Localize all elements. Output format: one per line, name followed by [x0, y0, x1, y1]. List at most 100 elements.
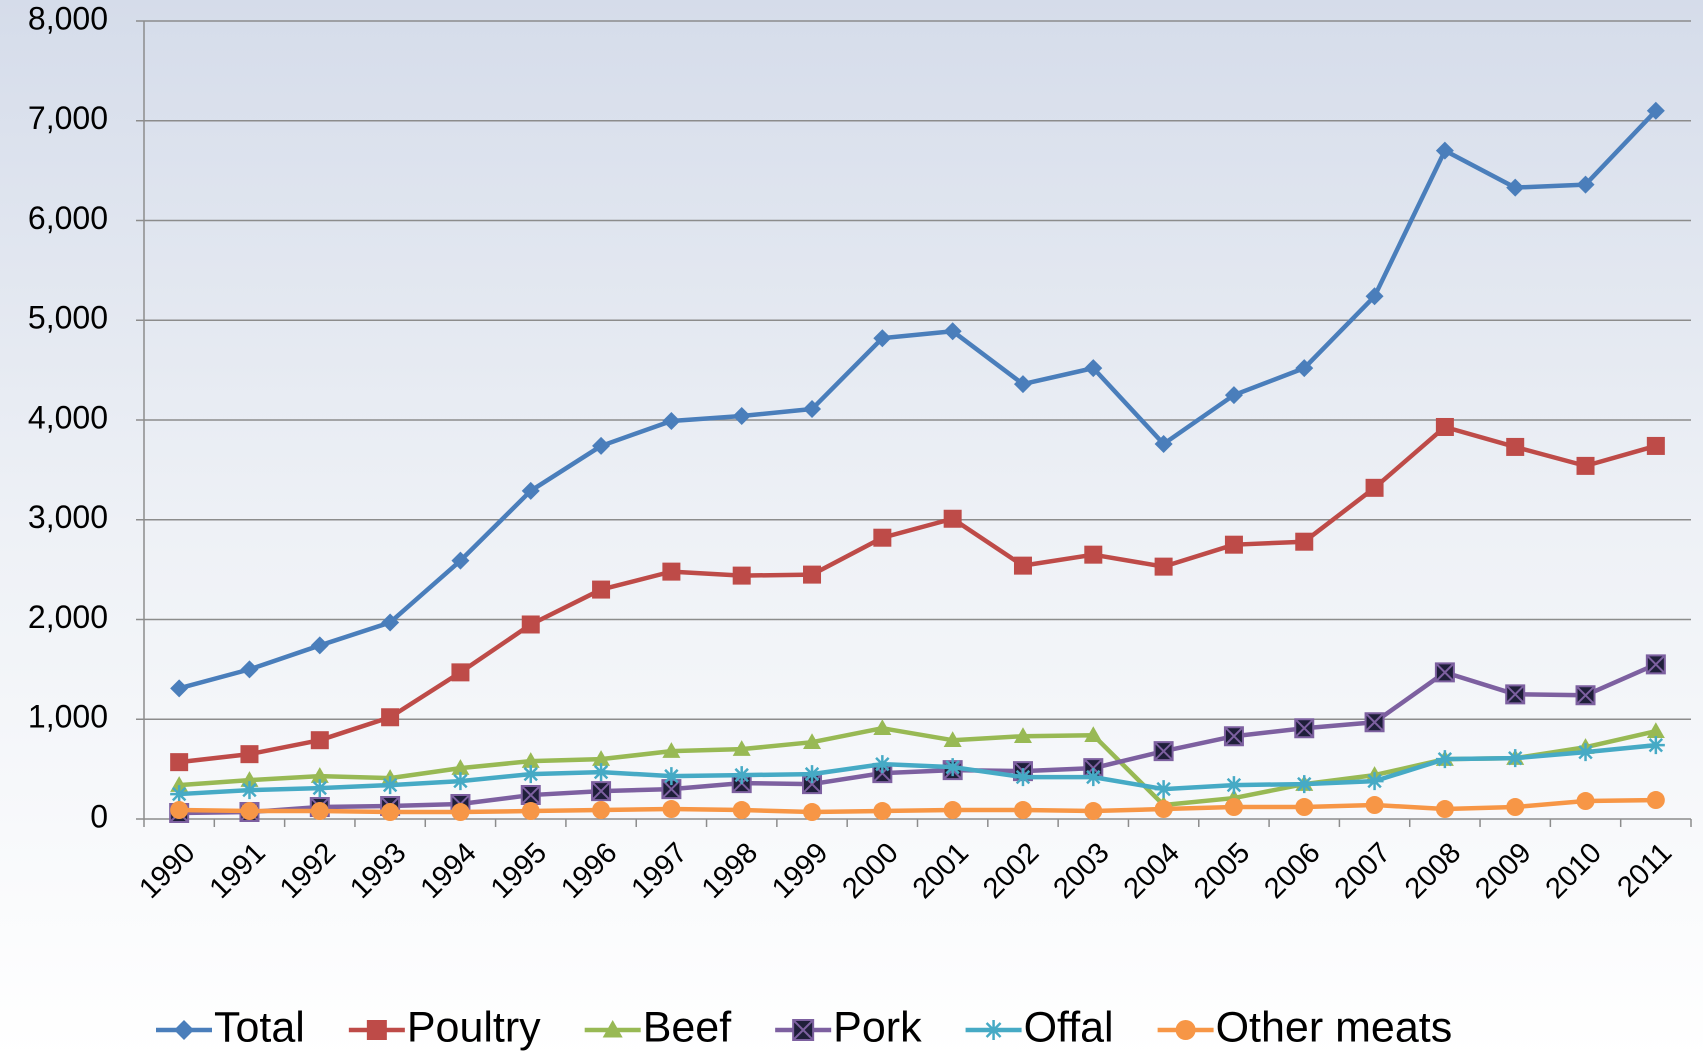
- marker: [1365, 287, 1384, 306]
- y-tick-label: 1,000: [28, 699, 108, 735]
- marker: [1435, 750, 1454, 769]
- marker: [1084, 545, 1103, 564]
- marker: [1364, 712, 1385, 733]
- marker: [1645, 654, 1666, 675]
- marker: [310, 802, 329, 821]
- marker: [662, 411, 681, 430]
- marker: [1505, 684, 1526, 705]
- series-line: [178, 424, 1657, 765]
- marker: [310, 731, 329, 750]
- marker: [873, 528, 892, 547]
- marker: [381, 708, 400, 727]
- marker: [662, 800, 681, 819]
- marker: [240, 745, 259, 764]
- marker: [521, 481, 540, 500]
- marker: [803, 733, 822, 749]
- marker: [381, 776, 400, 795]
- legend-label: Beef: [643, 1003, 733, 1051]
- marker: [873, 755, 892, 774]
- marker: [1084, 768, 1103, 787]
- marker: [1013, 375, 1032, 394]
- legend-item: Poultry: [348, 1003, 541, 1051]
- marker: [451, 551, 470, 570]
- marker: [1154, 780, 1173, 799]
- legend-item: Beef: [584, 1003, 733, 1051]
- y-tick-label: 3,000: [28, 499, 108, 535]
- marker: [521, 802, 540, 821]
- marker: [1646, 791, 1665, 810]
- marker: [803, 565, 822, 584]
- marker: [803, 803, 822, 822]
- marker: [1223, 726, 1244, 747]
- marker: [170, 801, 189, 820]
- marker: [310, 636, 329, 655]
- marker: [732, 766, 751, 785]
- y-tick-label: 7,000: [28, 100, 108, 136]
- marker: [521, 752, 540, 768]
- marker: [520, 785, 541, 806]
- marker: [451, 663, 470, 682]
- marker: [1506, 749, 1525, 768]
- y-tick-label: 6,000: [28, 200, 108, 236]
- series-line: [179, 662, 1657, 816]
- marker: [1646, 101, 1665, 120]
- marker: [943, 801, 962, 820]
- marker: [170, 753, 189, 772]
- marker: [591, 781, 612, 802]
- y-tick-label: 5,000: [28, 300, 108, 336]
- marker: [1295, 359, 1314, 378]
- legend-label: Total: [214, 1003, 305, 1051]
- marker: [732, 740, 751, 756]
- marker: [661, 779, 682, 800]
- marker: [592, 580, 611, 599]
- marker: [451, 759, 470, 775]
- y-tick-label: 4,000: [28, 399, 108, 435]
- marker: [592, 436, 611, 455]
- marker: [1295, 798, 1314, 817]
- marker: [1506, 178, 1525, 197]
- marker: [521, 765, 540, 784]
- marker: [1224, 386, 1243, 405]
- marker: [1506, 798, 1525, 817]
- marker: [943, 509, 962, 528]
- series-line: [179, 797, 1656, 815]
- marker: [1013, 768, 1032, 787]
- marker: [803, 400, 822, 419]
- marker: [943, 322, 962, 341]
- marker: [732, 566, 751, 585]
- marker: [1154, 557, 1173, 576]
- y-tick-label: 8,000: [28, 0, 108, 36]
- marker: [1646, 736, 1665, 755]
- marker: [174, 1020, 194, 1040]
- marker: [170, 785, 189, 804]
- marker: [1153, 741, 1174, 762]
- marker: [602, 1020, 623, 1038]
- marker: [1224, 535, 1243, 554]
- marker: [792, 1019, 815, 1041]
- marker: [662, 742, 681, 758]
- marker: [381, 803, 400, 822]
- marker: [170, 679, 189, 698]
- marker: [873, 719, 892, 735]
- legend-label: Pork: [833, 1003, 922, 1051]
- marker: [366, 1020, 387, 1040]
- marker: [592, 750, 611, 766]
- marker: [310, 779, 329, 798]
- marker: [592, 763, 611, 782]
- marker: [803, 765, 822, 784]
- marker: [1084, 802, 1103, 821]
- marker: [1435, 141, 1454, 160]
- marker: [1154, 434, 1173, 453]
- marker: [381, 613, 400, 632]
- marker: [1506, 437, 1525, 456]
- legend-label: Offal: [1024, 1003, 1114, 1051]
- marker: [732, 801, 751, 820]
- marker: [662, 767, 681, 786]
- marker: [1365, 478, 1384, 497]
- marker: [1576, 456, 1595, 475]
- marker: [662, 562, 681, 581]
- marker: [1576, 175, 1595, 194]
- marker: [451, 803, 470, 822]
